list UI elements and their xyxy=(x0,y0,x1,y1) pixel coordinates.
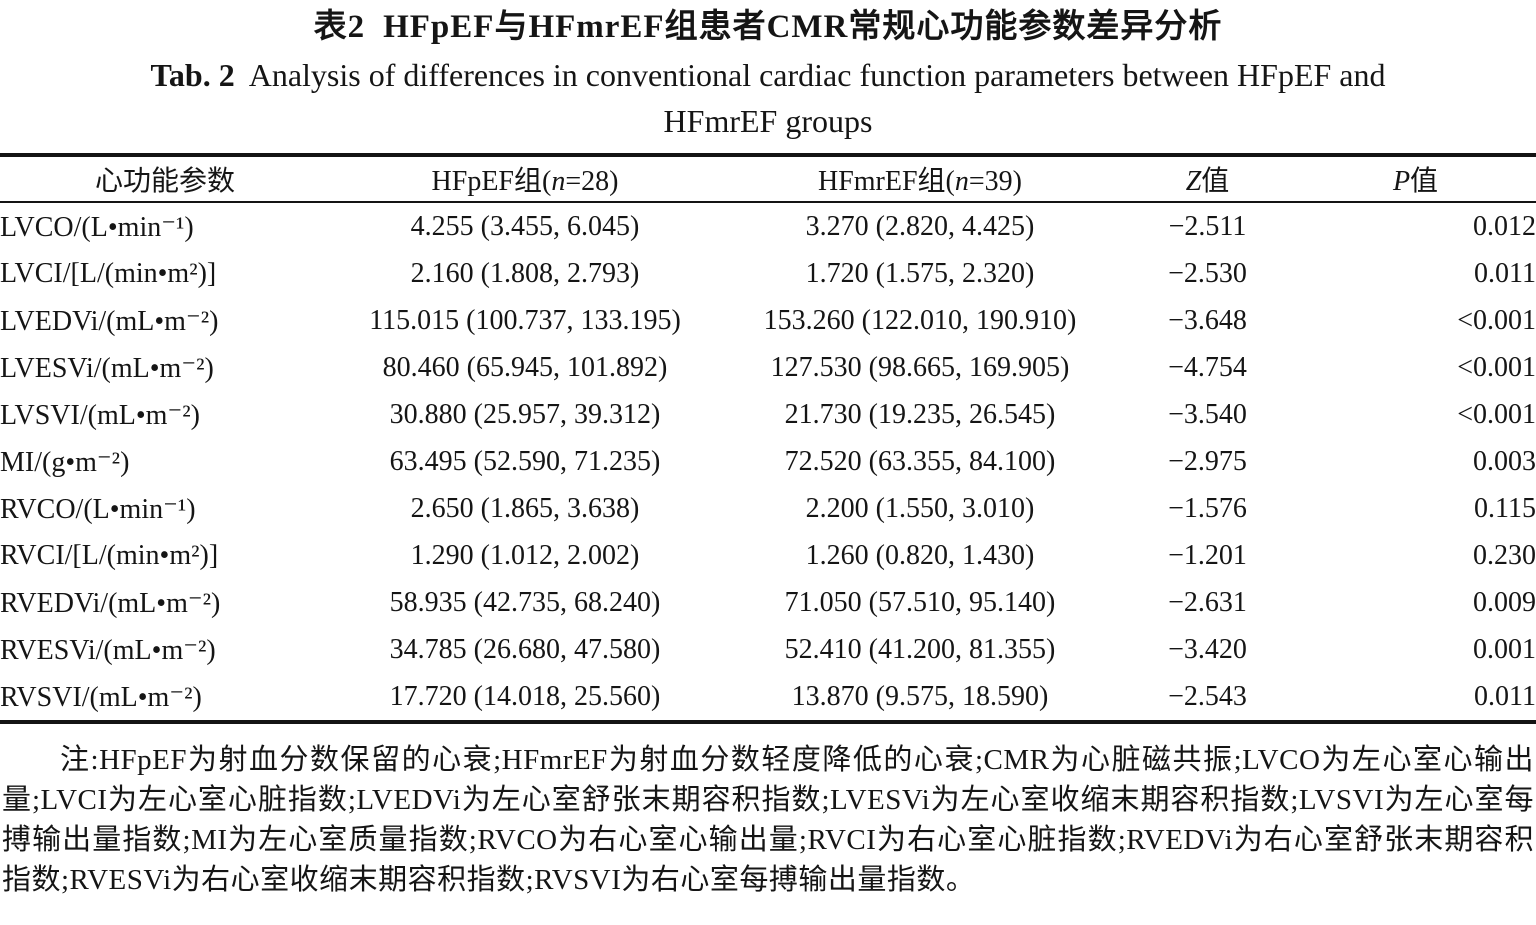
table-row: RVESVi/(mL•m⁻²) 34.785 (26.680, 47.580) … xyxy=(0,626,1536,673)
z-cell: −2.511 xyxy=(1168,210,1247,242)
table-row: MI/(g•m⁻²) 63.495 (52.590, 71.235) 72.52… xyxy=(0,438,1536,485)
param-cell: RVCI/[L/(min•m²)] xyxy=(0,539,219,571)
p-cell: <0.001 xyxy=(1457,351,1536,383)
hfmref-cell: 1.720 (1.575, 2.320) xyxy=(805,257,1035,289)
header-hfmref-group: HFmrEF组(n=39) xyxy=(817,166,1023,197)
z-cell: −4.754 xyxy=(1168,351,1247,383)
param-cell: LVCO/(L•min⁻¹) xyxy=(0,211,194,243)
hfmref-cell: 127.530 (98.665, 169.905) xyxy=(770,351,1070,383)
z-cell: −3.648 xyxy=(1168,304,1247,336)
param-cell: LVEDVi/(mL•m⁻²) xyxy=(0,305,219,337)
table-title-en-line1: Tab. 2 Analysis of differences in convent… xyxy=(151,57,1386,93)
hfpef-cell: 2.650 (1.865, 3.638) xyxy=(410,492,640,524)
param-cell: LVESVi/(mL•m⁻²) xyxy=(0,352,214,384)
cardiac-parameters-table: 心功能参数 HFpEF组(n=28) HFmrEF组(n=39) Z值 P值 L… xyxy=(0,153,1536,724)
hfpef-cell: 63.495 (52.590, 71.235) xyxy=(389,445,661,477)
hfpef-cell: 58.935 (42.735, 68.240) xyxy=(389,586,661,618)
hfmref-cell: 2.200 (1.550, 3.010) xyxy=(805,492,1035,524)
table-row: RVSVI/(mL•m⁻²) 17.720 (14.018, 25.560) 1… xyxy=(0,673,1536,722)
z-cell: −1.576 xyxy=(1168,492,1247,524)
param-cell: LVCI/[L/(min•m²)] xyxy=(0,257,217,289)
hfmref-cell: 13.870 (9.575, 18.590) xyxy=(791,680,1049,712)
hfmref-cell: 1.260 (0.820, 1.430) xyxy=(805,539,1035,571)
table-header-row: 心功能参数 HFpEF组(n=28) HFmrEF组(n=39) Z值 P值 xyxy=(0,155,1536,202)
hfmref-cell: 71.050 (57.510, 95.140) xyxy=(784,586,1056,618)
p-cell: 0.230 xyxy=(1473,539,1536,571)
hfmref-cell: 72.520 (63.355, 84.100) xyxy=(784,445,1056,477)
header-z-value: Z值 xyxy=(1185,166,1230,197)
hfpef-cell: 17.720 (14.018, 25.560) xyxy=(389,680,661,712)
table-row: LVCI/[L/(min•m²)] 2.160 (1.808, 2.793) 1… xyxy=(0,250,1536,297)
param-cell: RVCO/(L•min⁻¹) xyxy=(0,493,196,525)
table-row: LVSVI/(mL•m⁻²) 30.880 (25.957, 39.312) 2… xyxy=(0,391,1536,438)
param-cell: RVESVi/(mL•m⁻²) xyxy=(0,634,216,666)
table-title-en-line2: HFmrEF groups xyxy=(663,103,873,139)
z-cell: −2.543 xyxy=(1168,680,1247,712)
p-cell: 0.115 xyxy=(1474,492,1536,524)
z-cell: −3.420 xyxy=(1168,633,1247,665)
hfpef-cell: 2.160 (1.808, 2.793) xyxy=(410,257,640,289)
p-cell: 0.011 xyxy=(1474,257,1536,289)
hfpef-cell: 34.785 (26.680, 47.580) xyxy=(389,633,661,665)
header-hfpef-group: HFpEF组(n=28) xyxy=(431,166,619,197)
table-row: LVCO/(L•min⁻¹) 4.255 (3.455, 6.045) 3.27… xyxy=(0,202,1536,250)
param-cell: RVSVI/(mL•m⁻²) xyxy=(0,681,202,713)
table-title-zh-label: 表2 xyxy=(313,9,366,45)
header-p-value: P值 xyxy=(1392,166,1439,197)
p-cell: 0.011 xyxy=(1474,680,1536,712)
z-cell: −2.631 xyxy=(1168,586,1247,618)
hfpef-cell: 115.015 (100.737, 133.195) xyxy=(369,304,681,336)
table-row: RVCO/(L•min⁻¹) 2.650 (1.865, 3.638) 2.20… xyxy=(0,485,1536,532)
table-title-zh-text: HFpEF与HFmrEF组患者CMR常规心功能参数差异分析 xyxy=(383,9,1223,45)
hfpef-cell: 80.460 (65.945, 101.892) xyxy=(382,351,668,383)
table-title-en-text: Analysis of differences in conventional … xyxy=(248,57,1386,93)
table-row: LVESVi/(mL•m⁻²) 80.460 (65.945, 101.892)… xyxy=(0,344,1536,391)
hfpef-cell: 30.880 (25.957, 39.312) xyxy=(389,398,661,430)
table-title-en: Tab. 2 Analysis of differences in convent… xyxy=(0,52,1536,144)
hfmref-cell: 3.270 (2.820, 4.425) xyxy=(805,210,1035,242)
z-cell: −2.975 xyxy=(1168,445,1247,477)
p-cell: 0.009 xyxy=(1473,586,1536,618)
table-row: LVEDVi/(mL•m⁻²) 115.015 (100.737, 133.19… xyxy=(0,297,1536,344)
p-cell: 0.003 xyxy=(1473,445,1536,477)
hfpef-cell: 4.255 (3.455, 6.045) xyxy=(410,210,640,242)
param-cell: MI/(g•m⁻²) xyxy=(0,446,130,478)
param-cell: RVEDVi/(mL•m⁻²) xyxy=(0,587,221,619)
table-row: RVCI/[L/(min•m²)] 1.290 (1.012, 2.002) 1… xyxy=(0,532,1536,579)
table-row: RVEDVi/(mL•m⁻²) 58.935 (42.735, 68.240) … xyxy=(0,579,1536,626)
z-cell: −2.530 xyxy=(1168,257,1247,289)
hfmref-cell: 52.410 (41.200, 81.355) xyxy=(784,633,1056,665)
param-cell: LVSVI/(mL•m⁻²) xyxy=(0,399,200,431)
hfmref-cell: 21.730 (19.235, 26.545) xyxy=(784,398,1056,430)
header-param: 心功能参数 xyxy=(94,166,235,197)
table-footnote: 注:HFpEF为射血分数保留的心衰;HFmrEF为射血分数轻度降低的心衰;CMR… xyxy=(2,744,1534,896)
hfmref-cell: 153.260 (122.010, 190.910) xyxy=(763,304,1077,336)
table-title-en-label: Tab. 2 xyxy=(150,57,235,93)
hfpef-cell: 1.290 (1.012, 2.002) xyxy=(410,539,640,571)
p-cell: <0.001 xyxy=(1457,398,1536,430)
z-cell: −3.540 xyxy=(1168,398,1247,430)
p-cell: <0.001 xyxy=(1457,304,1536,336)
table-title-zh: 表2 HFpEF与HFmrEF组患者CMR常规心功能参数差异分析 xyxy=(0,0,1536,48)
p-cell: 0.001 xyxy=(1473,633,1536,665)
p-cell: 0.012 xyxy=(1473,210,1536,242)
z-cell: −1.201 xyxy=(1168,539,1247,571)
